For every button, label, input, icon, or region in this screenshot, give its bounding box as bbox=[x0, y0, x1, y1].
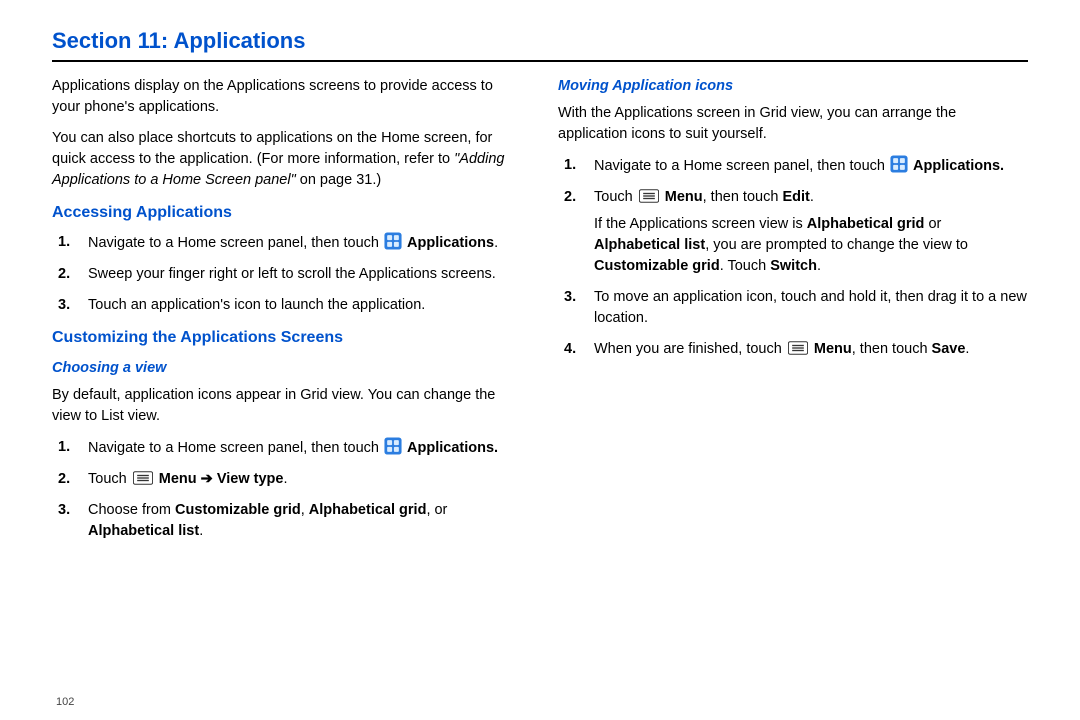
applications-icon bbox=[384, 437, 402, 455]
comma: , bbox=[301, 502, 309, 518]
subheading-moving: Moving Application icons bbox=[558, 76, 1028, 97]
step-text-end: . bbox=[494, 235, 498, 251]
menu-icon bbox=[788, 341, 808, 355]
step-number: 1. bbox=[58, 232, 70, 253]
menu-icon bbox=[639, 189, 659, 203]
choosing-steps: 1. Navigate to a Home screen panel, then… bbox=[52, 437, 522, 542]
accessing-step-3: 3. Touch an application's icon to launch… bbox=[80, 295, 522, 316]
choosing-step-2: 2. Touch Menu ➔ View type. bbox=[80, 469, 522, 490]
intro-para-2a: You can also place shortcuts to applicat… bbox=[52, 130, 492, 167]
accessing-step-2: 2. Sweep your finger right or left to sc… bbox=[80, 264, 522, 285]
period: . bbox=[965, 341, 969, 357]
step-text: Navigate to a Home screen panel, then to… bbox=[594, 158, 889, 174]
moving-para: With the Applications screen in Grid vie… bbox=[558, 103, 1028, 145]
right-column: Moving Application icons With the Applic… bbox=[558, 76, 1028, 552]
note-switch: Switch bbox=[770, 258, 817, 274]
applications-icon bbox=[384, 232, 402, 250]
step-number: 4. bbox=[564, 339, 576, 360]
note-e: , you are prompted to change the view to bbox=[705, 237, 968, 253]
note-c: or bbox=[924, 216, 941, 232]
accessing-step-1: 1. Navigate to a Home screen panel, then… bbox=[80, 232, 522, 254]
step-number: 3. bbox=[564, 287, 576, 308]
accessing-steps: 1. Navigate to a Home screen panel, then… bbox=[52, 232, 522, 316]
note-customizable: Customizable grid bbox=[594, 258, 720, 274]
step-text: Navigate to a Home screen panel, then to… bbox=[88, 235, 383, 251]
note-alpha-grid: Alphabetical grid bbox=[807, 216, 925, 232]
intro-para-2: You can also place shortcuts to applicat… bbox=[52, 128, 522, 191]
applications-label: Applications. bbox=[913, 158, 1004, 174]
moving-step-3: 3. To move an application icon, touch an… bbox=[586, 287, 1028, 329]
step-text: Sweep your finger right or left to scrol… bbox=[88, 266, 496, 282]
applications-label: Applications. bbox=[407, 440, 498, 456]
applications-label: Applications bbox=[407, 235, 494, 251]
step-text: Touch bbox=[594, 189, 637, 205]
intro-para-2b: on page 31.) bbox=[296, 172, 381, 188]
step-text: To move an application icon, touch and h… bbox=[594, 289, 1027, 326]
step-number: 3. bbox=[58, 500, 70, 521]
menu-label: Menu bbox=[159, 471, 197, 487]
menu-label: Menu bbox=[814, 341, 852, 357]
edit-label: Edit bbox=[782, 189, 809, 205]
heading-accessing: Accessing Applications bbox=[52, 201, 522, 224]
choosing-step-1: 1. Navigate to a Home screen panel, then… bbox=[80, 437, 522, 459]
choosing-step-3: 3. Choose from Customizable grid, Alphab… bbox=[80, 500, 522, 542]
page-number: 102 bbox=[56, 696, 74, 708]
section-title: Section 11: Applications bbox=[52, 28, 1028, 62]
period: . bbox=[199, 523, 203, 539]
note-a: If the Applications screen view is bbox=[594, 216, 807, 232]
step-number: 1. bbox=[58, 437, 70, 458]
opt-alpha-grid: Alphabetical grid bbox=[309, 502, 427, 518]
moving-step-2: 2. Touch Menu, then touch Edit. If the A… bbox=[586, 187, 1028, 277]
or: , or bbox=[426, 502, 447, 518]
step-text: When you are finished, touch bbox=[594, 341, 786, 357]
menu-label: Menu bbox=[665, 189, 703, 205]
moving-step-4: 4. When you are finished, touch Menu, th… bbox=[586, 339, 1028, 360]
step-text: Touch an application's icon to launch th… bbox=[88, 297, 425, 313]
then-touch: , then touch bbox=[703, 189, 783, 205]
heading-customizing: Customizing the Applications Screens bbox=[52, 326, 522, 349]
subheading-choosing: Choosing a view bbox=[52, 358, 522, 379]
choosing-para: By default, application icons appear in … bbox=[52, 385, 522, 427]
then-touch: , then touch bbox=[852, 341, 932, 357]
step-text-end: . bbox=[283, 471, 287, 487]
applications-icon bbox=[890, 155, 908, 173]
menu-icon bbox=[133, 471, 153, 485]
step-number: 2. bbox=[564, 187, 576, 208]
intro-para-1: Applications display on the Applications… bbox=[52, 76, 522, 118]
opt-alpha-list: Alphabetical list bbox=[88, 523, 199, 539]
step-text: Choose from bbox=[88, 502, 175, 518]
arrow: ➔ bbox=[197, 471, 217, 487]
moving-steps: 1. Navigate to a Home screen panel, then… bbox=[558, 155, 1028, 360]
step-number: 2. bbox=[58, 469, 70, 490]
step-number: 2. bbox=[58, 264, 70, 285]
opt-customizable: Customizable grid bbox=[175, 502, 301, 518]
content-columns: Applications display on the Applications… bbox=[52, 76, 1028, 552]
step-number: 1. bbox=[564, 155, 576, 176]
step-number: 3. bbox=[58, 295, 70, 316]
note-g: . Touch bbox=[720, 258, 771, 274]
moving-step-1: 1. Navigate to a Home screen panel, then… bbox=[586, 155, 1028, 177]
period: . bbox=[810, 189, 814, 205]
left-column: Applications display on the Applications… bbox=[52, 76, 522, 552]
view-type-label: View type bbox=[217, 471, 284, 487]
step-text: Touch bbox=[88, 471, 131, 487]
note-i: . bbox=[817, 258, 821, 274]
note-alpha-list: Alphabetical list bbox=[594, 237, 705, 253]
save-label: Save bbox=[932, 341, 966, 357]
step-text: Navigate to a Home screen panel, then to… bbox=[88, 440, 383, 456]
